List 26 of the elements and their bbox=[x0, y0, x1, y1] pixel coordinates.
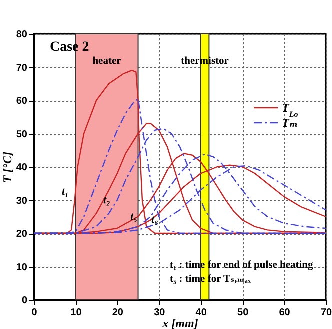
y-tick-label: 20 bbox=[16, 229, 28, 240]
y-tick-label: 70 bbox=[16, 62, 28, 74]
x-tick-label: 0 bbox=[32, 308, 38, 318]
x-tick-label: 70 bbox=[320, 308, 332, 318]
y-tick-label: 30 bbox=[16, 196, 28, 207]
y-tick-label: 10 bbox=[16, 262, 28, 274]
x-tick-label: 30 bbox=[154, 308, 166, 318]
legend-label: T$_{Lo}$ bbox=[282, 101, 298, 118]
y-tick-label: 80 bbox=[16, 30, 28, 40]
annotation: t₅ bbox=[130, 210, 138, 223]
annotation: t₂ bbox=[104, 194, 111, 206]
band-label: heater bbox=[92, 56, 122, 67]
x-tick-label: 20 bbox=[112, 308, 124, 318]
y-tick-label: 60 bbox=[16, 96, 28, 107]
x-tick-label: 50 bbox=[238, 308, 250, 318]
x-axis-title: x [mm] bbox=[162, 316, 198, 329]
y-tick-label: 40 bbox=[16, 162, 28, 174]
annotation: t₆ bbox=[152, 214, 159, 226]
y-axis-title: T [°C] bbox=[0, 152, 14, 184]
annotation: t₁ bbox=[62, 186, 69, 198]
y-tick-label: 0 bbox=[22, 296, 28, 306]
x-tick-label: 60 bbox=[279, 308, 291, 318]
x-tick-label: 10 bbox=[70, 308, 82, 318]
y-tick-label: 50 bbox=[16, 129, 28, 140]
legend-label: Tₘ bbox=[282, 116, 298, 130]
x-tick-label: 40 bbox=[196, 308, 208, 318]
